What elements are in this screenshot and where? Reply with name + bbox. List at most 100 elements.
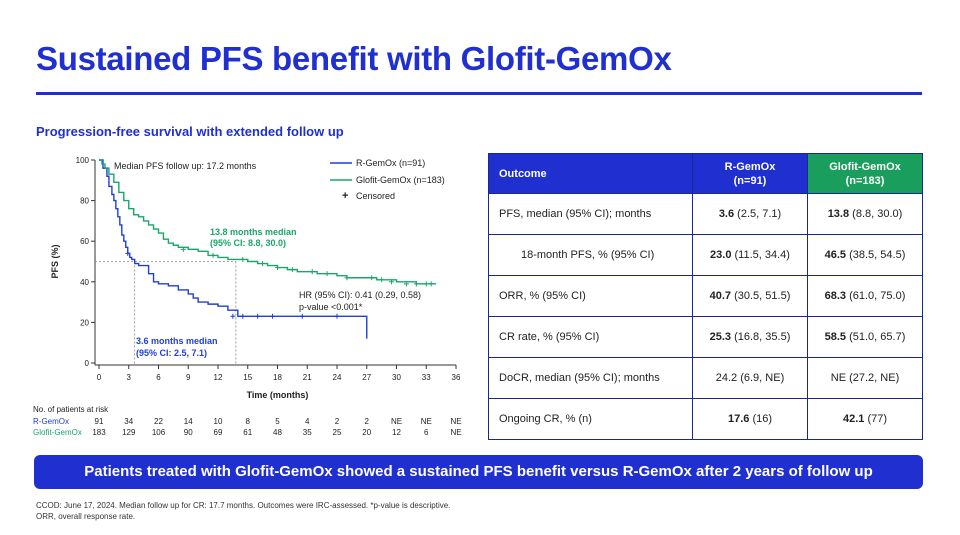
x-tick-label: 15: [243, 373, 252, 382]
outcome-label: ORR, % (95% CI): [488, 275, 693, 317]
glofit-value-primary: 58.5: [824, 331, 847, 343]
r-gemox-value-detail: (2.5, 7.1): [734, 208, 782, 220]
risk-count: 129: [122, 428, 136, 437]
r-gemox-median-ci: (95% CI: 2.5, 7.1): [136, 348, 207, 358]
r-gemox-value: 17.6 (16): [692, 398, 808, 440]
risk-count: 4: [305, 417, 310, 426]
y-tick-label: 0: [85, 359, 90, 368]
censor-mark-glofit-gemox: [180, 246, 186, 252]
y-tick-label: 40: [80, 278, 89, 287]
censor-mark-r-gemox: [230, 313, 236, 319]
y-tick-label: 20: [80, 318, 89, 327]
glofit-value: NE (27.2, NE): [807, 357, 923, 399]
r-gemox-value: 24.2 (6.9, NE): [692, 357, 808, 399]
x-tick-label: 21: [303, 373, 312, 382]
outcome-row: DoCR, median (95% CI); months 24.2 (6.9, …: [488, 357, 923, 399]
glofit-median-label: 13.8 months median: [210, 227, 297, 237]
x-tick-label: 33: [422, 373, 431, 382]
risk-count: 90: [183, 428, 193, 437]
header-glofit-gemox: Glofit-GemOx (n=183): [807, 153, 923, 194]
x-tick-label: 12: [214, 373, 223, 382]
outcome-row: CR rate, % (95% CI) 25.3 (16.8, 35.5) 58.5…: [488, 316, 923, 358]
glofit-value-primary: 13.8: [827, 208, 850, 220]
r-gemox-value: 3.6 (2.5, 7.1): [692, 193, 808, 235]
censor-mark-r-gemox: [299, 313, 305, 319]
censor-mark-glofit-gemox: [289, 267, 295, 273]
censor-mark-r-gemox: [125, 250, 131, 256]
risk-count: 69: [213, 428, 223, 437]
outcome-label: CR rate, % (95% CI): [488, 316, 693, 358]
glofit-value-detail: (77): [864, 413, 888, 425]
r-gemox-value: 23.0 (11.5, 34.4): [692, 234, 808, 276]
risk-count: NE: [450, 428, 462, 437]
risk-count: 20: [362, 428, 372, 437]
key-message-banner: Patients treated with Glofit-GemOx showe…: [34, 455, 923, 489]
r-gemox-value: 40.7 (30.5, 51.5): [692, 275, 808, 317]
outcomes-table: Outcome R-GemOx (n=91) Glofit-GemOx (n=183…: [488, 153, 923, 440]
header-outcome: Outcome: [488, 153, 693, 194]
p-value-label: p-value <0.001*: [299, 302, 363, 312]
censor-mark-glofit-gemox: [275, 265, 280, 271]
risk-count: 183: [92, 428, 106, 437]
risk-row-label: Glofit-GemOx: [33, 428, 82, 437]
glofit-value-primary: 46.5: [824, 249, 847, 261]
glofit-value: 13.8 (8.8, 30.0): [807, 193, 923, 235]
risk-count: 2: [364, 417, 369, 426]
x-tick-label: 30: [392, 373, 401, 382]
slide-title: Sustained PFS benefit with Glofit-GemOx: [36, 40, 672, 77]
header-r-gemox-name: R-GemOx: [724, 160, 776, 173]
footnote-ccod: CCOD: June 17, 2024. Median follow up fo…: [36, 501, 451, 510]
hazard-ratio-label: HR (95% CI): 0.41 (0.29, 0.58): [299, 290, 421, 300]
chart-subtitle: Progression-free survival with extended …: [36, 124, 344, 139]
y-tick-label: 100: [76, 156, 90, 165]
legend-label-censored: Censored: [356, 191, 395, 201]
risk-count: 12: [392, 428, 401, 437]
glofit-value: 42.1 (77): [807, 398, 923, 440]
outcome-label: Ongoing CR, % (n): [488, 398, 693, 440]
r-gemox-value-detail: (16): [749, 413, 773, 425]
censor-mark-glofit-gemox: [379, 277, 385, 283]
censor-mark-r-gemox: [270, 313, 276, 319]
risk-count: 35: [302, 428, 312, 437]
censor-mark-glofit-gemox: [403, 281, 409, 287]
r-gemox-value-primary: 17.6: [727, 413, 750, 425]
outcome-row: 18-month PFS, % (95% CI) 23.0 (11.5, 34.4…: [488, 234, 923, 276]
censor-mark-glofit-gemox: [344, 275, 350, 281]
x-tick-label: 0: [97, 373, 102, 382]
y-tick-label: 60: [80, 237, 89, 246]
censor-mark-glofit-gemox: [369, 275, 375, 281]
x-tick-label: 36: [452, 373, 461, 382]
footnote-abbreviations: ORR, overall response rate.: [36, 512, 136, 521]
risk-count: 6: [424, 428, 429, 437]
r-gemox-value-detail: 24.2 (6.9, NE): [715, 372, 785, 384]
glofit-value-detail: (38.5, 54.5): [846, 249, 906, 261]
r-gemox-value-detail: (30.5, 51.5): [731, 290, 791, 302]
risk-count: 106: [151, 428, 166, 437]
risk-count: 61: [243, 428, 253, 437]
outcome-label: PFS, median (95% CI); months: [488, 193, 693, 235]
x-tick-label: 3: [127, 373, 132, 382]
r-gemox-value-detail: (11.5, 34.4): [731, 249, 790, 261]
censor-mark-glofit-gemox: [309, 269, 315, 275]
header-glofit-n: (n=183): [845, 174, 885, 187]
censor-mark-glofit-gemox: [240, 256, 246, 262]
x-tick-label: 18: [273, 373, 282, 382]
outcomes-body: PFS, median (95% CI); months 3.6 (2.5, 7.…: [488, 193, 923, 440]
censor-mark-glofit-gemox: [428, 281, 434, 287]
legend-label-glofit-gemox: Glofit-GemOx (n=183): [356, 175, 445, 185]
censor-mark-r-gemox: [255, 313, 261, 319]
risk-count: NE: [420, 417, 432, 426]
glofit-value: 68.3 (61.0, 75.0): [807, 275, 923, 317]
series-line-r-gemox: [99, 159, 368, 339]
r-gemox-value-primary: 25.3: [709, 331, 732, 343]
r-gemox-value-primary: 23.0: [710, 249, 732, 261]
glofit-value: 58.5 (51.0, 65.7): [807, 316, 923, 358]
r-gemox-median-label: 3.6 months median: [136, 336, 218, 346]
r-gemox-value-detail: (16.8, 35.5): [731, 331, 791, 343]
censor-mark-glofit-gemox: [389, 279, 395, 285]
glofit-value: 46.5 (38.5, 54.5): [807, 234, 923, 276]
x-tick-label: 27: [362, 373, 371, 382]
follow-up-annotation: Median PFS follow up: 17.2 months: [114, 161, 257, 171]
risk-count: NE: [390, 417, 403, 426]
